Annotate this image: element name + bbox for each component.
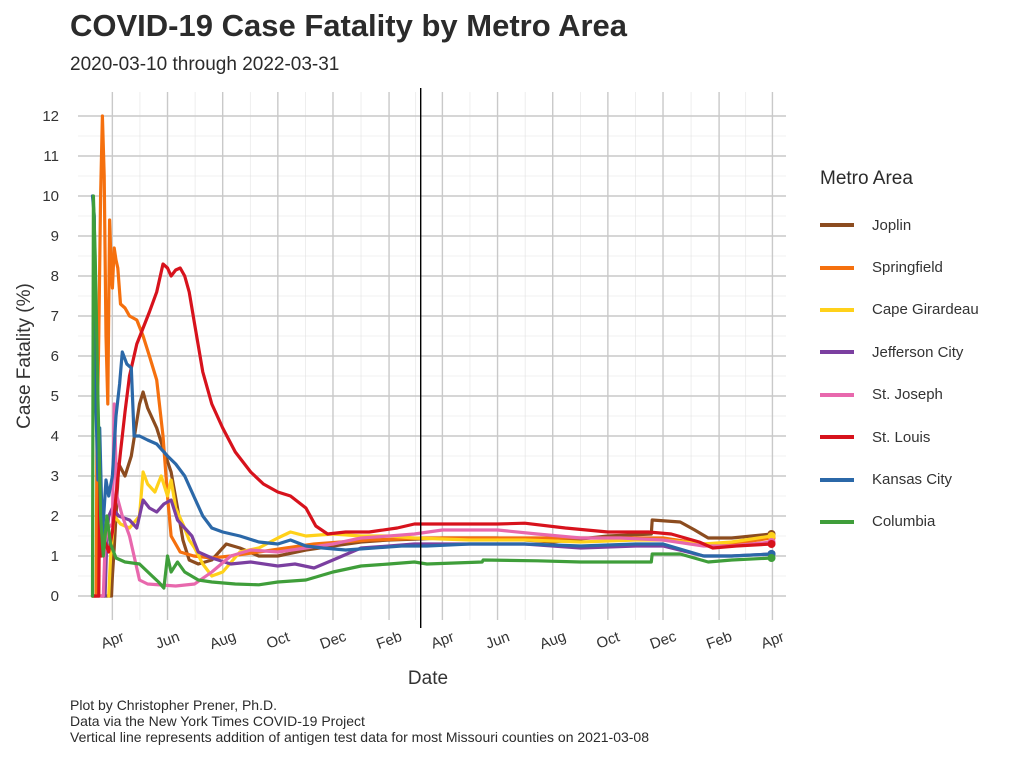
legend-label: Jefferson City — [872, 343, 964, 361]
legend-label: Joplin — [872, 216, 912, 234]
x-tick-label: Feb — [374, 628, 404, 653]
x-tick-label: Dec — [648, 628, 679, 653]
legend-label: Columbia — [872, 513, 936, 531]
legend-item: St. Joseph — [820, 374, 1020, 416]
x-tick-label: Aug — [207, 628, 238, 653]
series-line-joplin — [90, 390, 774, 598]
x-tick-label: Dec — [318, 628, 349, 653]
legend-key — [820, 223, 854, 228]
legend-key — [820, 392, 854, 397]
legend-label: Kansas City — [872, 471, 953, 489]
series-line-springfield — [90, 114, 774, 598]
x-axis-title: Date — [408, 668, 448, 689]
x-tick-label: Oct — [264, 628, 293, 652]
x-tick-label: Jun — [483, 628, 512, 652]
x-tick-label: Feb — [704, 628, 734, 653]
y-tick-label: 6 — [51, 348, 59, 365]
series-line-st-louis — [90, 262, 774, 598]
x-tick-label: Apr — [759, 628, 787, 652]
y-tick-label: 10 — [42, 188, 59, 205]
legend-item: Springfield — [820, 246, 1020, 288]
legend-key — [820, 435, 854, 440]
series-line-st-joseph — [90, 402, 774, 598]
x-tick-label: Aug — [537, 628, 568, 653]
legend-label: Cape Girardeau — [872, 301, 979, 319]
legend-key — [820, 265, 854, 270]
legend-key — [820, 477, 854, 482]
x-tick-label: Apr — [429, 628, 457, 652]
legend-item: Jefferson City — [820, 331, 1020, 373]
legend-title: Metro Area — [820, 168, 913, 189]
legend-item: Columbia — [820, 501, 1020, 543]
caption-note: Vertical line represents addition of ant… — [70, 729, 649, 745]
legend: Metro Area Joplin Springfield Cape Girarde… — [820, 168, 1020, 543]
legend-key — [820, 350, 854, 355]
x-tick-label: Jun — [153, 628, 182, 652]
legend-items: Joplin Springfield Cape Girardeau Jefferson… — [820, 204, 1020, 543]
legend-item: Cape Girardeau — [820, 289, 1020, 331]
series-line-cape-girardeau — [107, 470, 774, 598]
legend-key — [820, 307, 854, 312]
chart-subtitle: 2020-03-10 through 2022-03-31 — [70, 54, 340, 75]
legend-label: St. Louis — [872, 428, 931, 446]
legend-label: Springfield — [872, 259, 943, 277]
y-tick-label: 8 — [51, 268, 59, 285]
caption: Plot by Christopher Prener, Ph.D. Data v… — [70, 697, 649, 745]
legend-label: St. Joseph — [872, 386, 943, 404]
legend-item: St. Louis — [820, 416, 1020, 458]
caption-author: Plot by Christopher Prener, Ph.D. — [70, 697, 277, 713]
gridlines — [78, 92, 786, 620]
y-tick-label: 2 — [51, 508, 59, 525]
series-endpoint — [767, 540, 776, 548]
y-axis-title: Case Fatality (%) — [14, 283, 35, 429]
series-line-columbia — [90, 194, 774, 598]
y-tick-label: 1 — [51, 548, 59, 565]
series-lines — [90, 114, 776, 598]
caption-source: Data via the New York Times COVID-19 Pro… — [70, 713, 365, 729]
x-tick-label: Apr — [99, 628, 127, 652]
y-tick-label: 9 — [51, 228, 59, 245]
y-tick-label: 4 — [51, 428, 59, 445]
chart-title: COVID-19 Case Fatality by Metro Area — [70, 8, 628, 43]
legend-key — [820, 519, 854, 524]
legend-item: Kansas City — [820, 458, 1020, 500]
y-tick-label: 7 — [51, 308, 59, 325]
y-tick-label: 5 — [51, 388, 59, 405]
series-endpoint — [767, 554, 776, 562]
series-line-kansas-city — [90, 194, 774, 558]
y-tick-label: 3 — [51, 468, 59, 485]
y-tick-label: 11 — [43, 148, 59, 165]
y-tick-label: 0 — [51, 588, 59, 605]
series-endpoint — [767, 532, 776, 540]
legend-item: Joplin — [820, 204, 1020, 246]
y-tick-label: 12 — [42, 108, 59, 125]
x-axis-ticks: Apr Jun Aug Oct Dec Feb Apr Jun Aug Oct Dec Feb Apr — [99, 628, 787, 653]
x-tick-label: Oct — [594, 628, 623, 652]
